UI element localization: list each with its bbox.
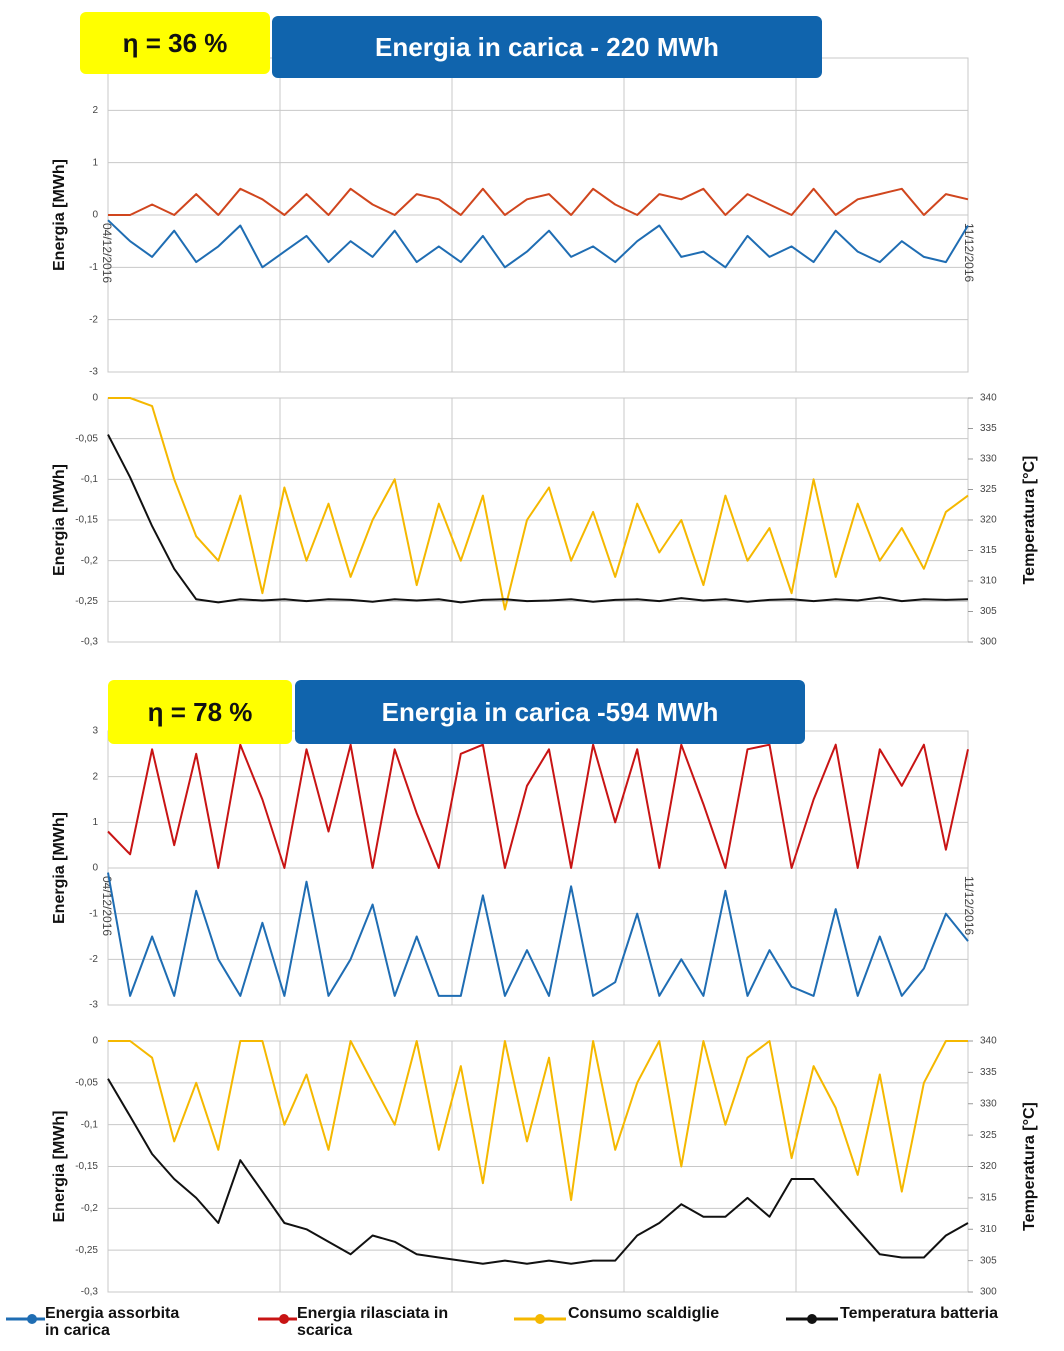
series-line xyxy=(108,187,969,216)
y2-tick-label: 340 xyxy=(980,1036,997,1047)
efficiency-badge xyxy=(80,12,270,74)
y-tick-label: -0,1 xyxy=(81,474,99,485)
y2-tick-label: 340 xyxy=(980,393,997,404)
y2-tick-label: 335 xyxy=(980,423,997,434)
y2-tick-label: 300 xyxy=(980,1287,997,1298)
legend-marker xyxy=(514,1314,566,1324)
series-line xyxy=(107,1078,969,1265)
y2-tick-label: 320 xyxy=(980,515,997,526)
series-line xyxy=(107,743,969,869)
title-box xyxy=(272,16,822,78)
y-tick-label: -3 xyxy=(89,367,98,378)
y-tick-label: -0,05 xyxy=(75,433,98,444)
series-line xyxy=(108,1040,968,1201)
legend-label: Consumo scaldiglie xyxy=(568,1305,720,1322)
y2-tick-label: 305 xyxy=(980,606,997,617)
legend-label: Energia assorbita in carica xyxy=(44,1305,180,1339)
y2-tick-label: 325 xyxy=(980,484,997,495)
y-axis-label: Energia [MWh] xyxy=(51,1111,68,1223)
series-line xyxy=(108,397,969,611)
y-tick-label: 2 xyxy=(92,771,98,782)
legend-dot xyxy=(27,1314,37,1324)
y-tick-label: -1 xyxy=(89,262,98,273)
y-axis-label: Energia [MWh] xyxy=(51,464,68,576)
efficiency-badge xyxy=(108,680,292,744)
y-tick-label: -0,15 xyxy=(75,515,98,526)
y2-tick-label: 330 xyxy=(980,1098,997,1109)
legend-item: Temperatura batteria xyxy=(784,1305,1064,1345)
y-tick-label: -0,25 xyxy=(75,1245,98,1256)
y2-tick-label: 335 xyxy=(980,1067,997,1078)
series-line xyxy=(107,434,969,604)
y-tick-label: 3 xyxy=(92,726,98,737)
legend-dot xyxy=(535,1314,545,1324)
legend-label: Temperatura batteria xyxy=(840,1305,998,1322)
legend-dot xyxy=(279,1314,289,1324)
series-line xyxy=(107,872,969,997)
y2-tick-label: 325 xyxy=(980,1130,997,1141)
y-tick-label: -2 xyxy=(89,314,98,325)
y-tick-label: -0,3 xyxy=(81,1287,99,1298)
y-tick-label: -0,15 xyxy=(75,1161,98,1172)
y-tick-label: 0 xyxy=(92,863,98,874)
y-tick-label: -0,2 xyxy=(81,555,99,566)
y-tick-label: -0,25 xyxy=(75,596,98,607)
legend-marker xyxy=(6,1314,45,1324)
y-tick-label: -0,3 xyxy=(81,637,99,648)
legend-item: Energia assorbita in carica xyxy=(4,1305,194,1345)
efficiency-label: η = 78 % xyxy=(148,697,253,727)
y-tick-label: -2 xyxy=(89,954,98,965)
y-tick-label: -0,05 xyxy=(75,1077,98,1088)
y2-tick-label: 305 xyxy=(980,1255,997,1266)
x-date-label: 04/12/2016 xyxy=(100,223,114,283)
y-tick-label: -0,1 xyxy=(81,1119,99,1130)
y2-tick-label: 300 xyxy=(980,637,997,648)
efficiency-label: η = 36 % xyxy=(123,28,228,58)
y-axis-label: Energia [MWh] xyxy=(51,159,68,271)
x-date-label: 11/12/2016 xyxy=(962,223,976,282)
y2-tick-label: 320 xyxy=(980,1161,997,1172)
y-tick-label: -1 xyxy=(89,908,98,919)
legend-item: Energia rilasciata in scarica xyxy=(256,1305,451,1345)
chart: -3 -2 -1 0 1 2 Energia [MWh] 04/12/2016 11/12/20… xyxy=(51,12,1038,1298)
legend-marker xyxy=(786,1314,838,1324)
y-axis-label: Energia [MWh] xyxy=(51,812,68,924)
chart-title: Energia in carica - 220 MWh xyxy=(375,32,719,62)
y2-tick-label: 315 xyxy=(980,1193,997,1204)
chart-title: Energia in carica -594 MWh xyxy=(382,697,719,727)
y2-tick-label: 310 xyxy=(980,1224,997,1235)
y-tick-label: 1 xyxy=(92,817,98,828)
y-tick-label: -3 xyxy=(89,1000,98,1011)
y-tick-label: 2 xyxy=(92,105,98,116)
y-tick-label: 0 xyxy=(92,1036,98,1047)
y-tick-label: -0,2 xyxy=(81,1203,99,1214)
y-tick-label: 1 xyxy=(92,157,98,168)
title-box xyxy=(295,680,805,744)
x-date-label: 11/12/2016 xyxy=(962,876,976,935)
x-date-label: 04/12/2016 xyxy=(100,876,114,936)
y-tick-label: 0 xyxy=(92,393,98,404)
y-tick-label: 0 xyxy=(92,210,98,221)
y2-axis-label: Temperatura [°C] xyxy=(1021,1102,1038,1231)
y2-tick-label: 310 xyxy=(980,576,997,587)
y2-tick-label: 315 xyxy=(980,545,997,556)
series-line xyxy=(107,219,969,269)
legend-label: Energia rilasciata in scarica xyxy=(296,1305,449,1339)
legend-marker xyxy=(258,1314,297,1324)
legend-item: Consumo scaldiglie xyxy=(512,1305,782,1345)
y2-axis-label: Temperatura [°C] xyxy=(1021,456,1038,585)
y2-tick-label: 330 xyxy=(980,454,997,465)
legend-dot xyxy=(807,1314,817,1324)
